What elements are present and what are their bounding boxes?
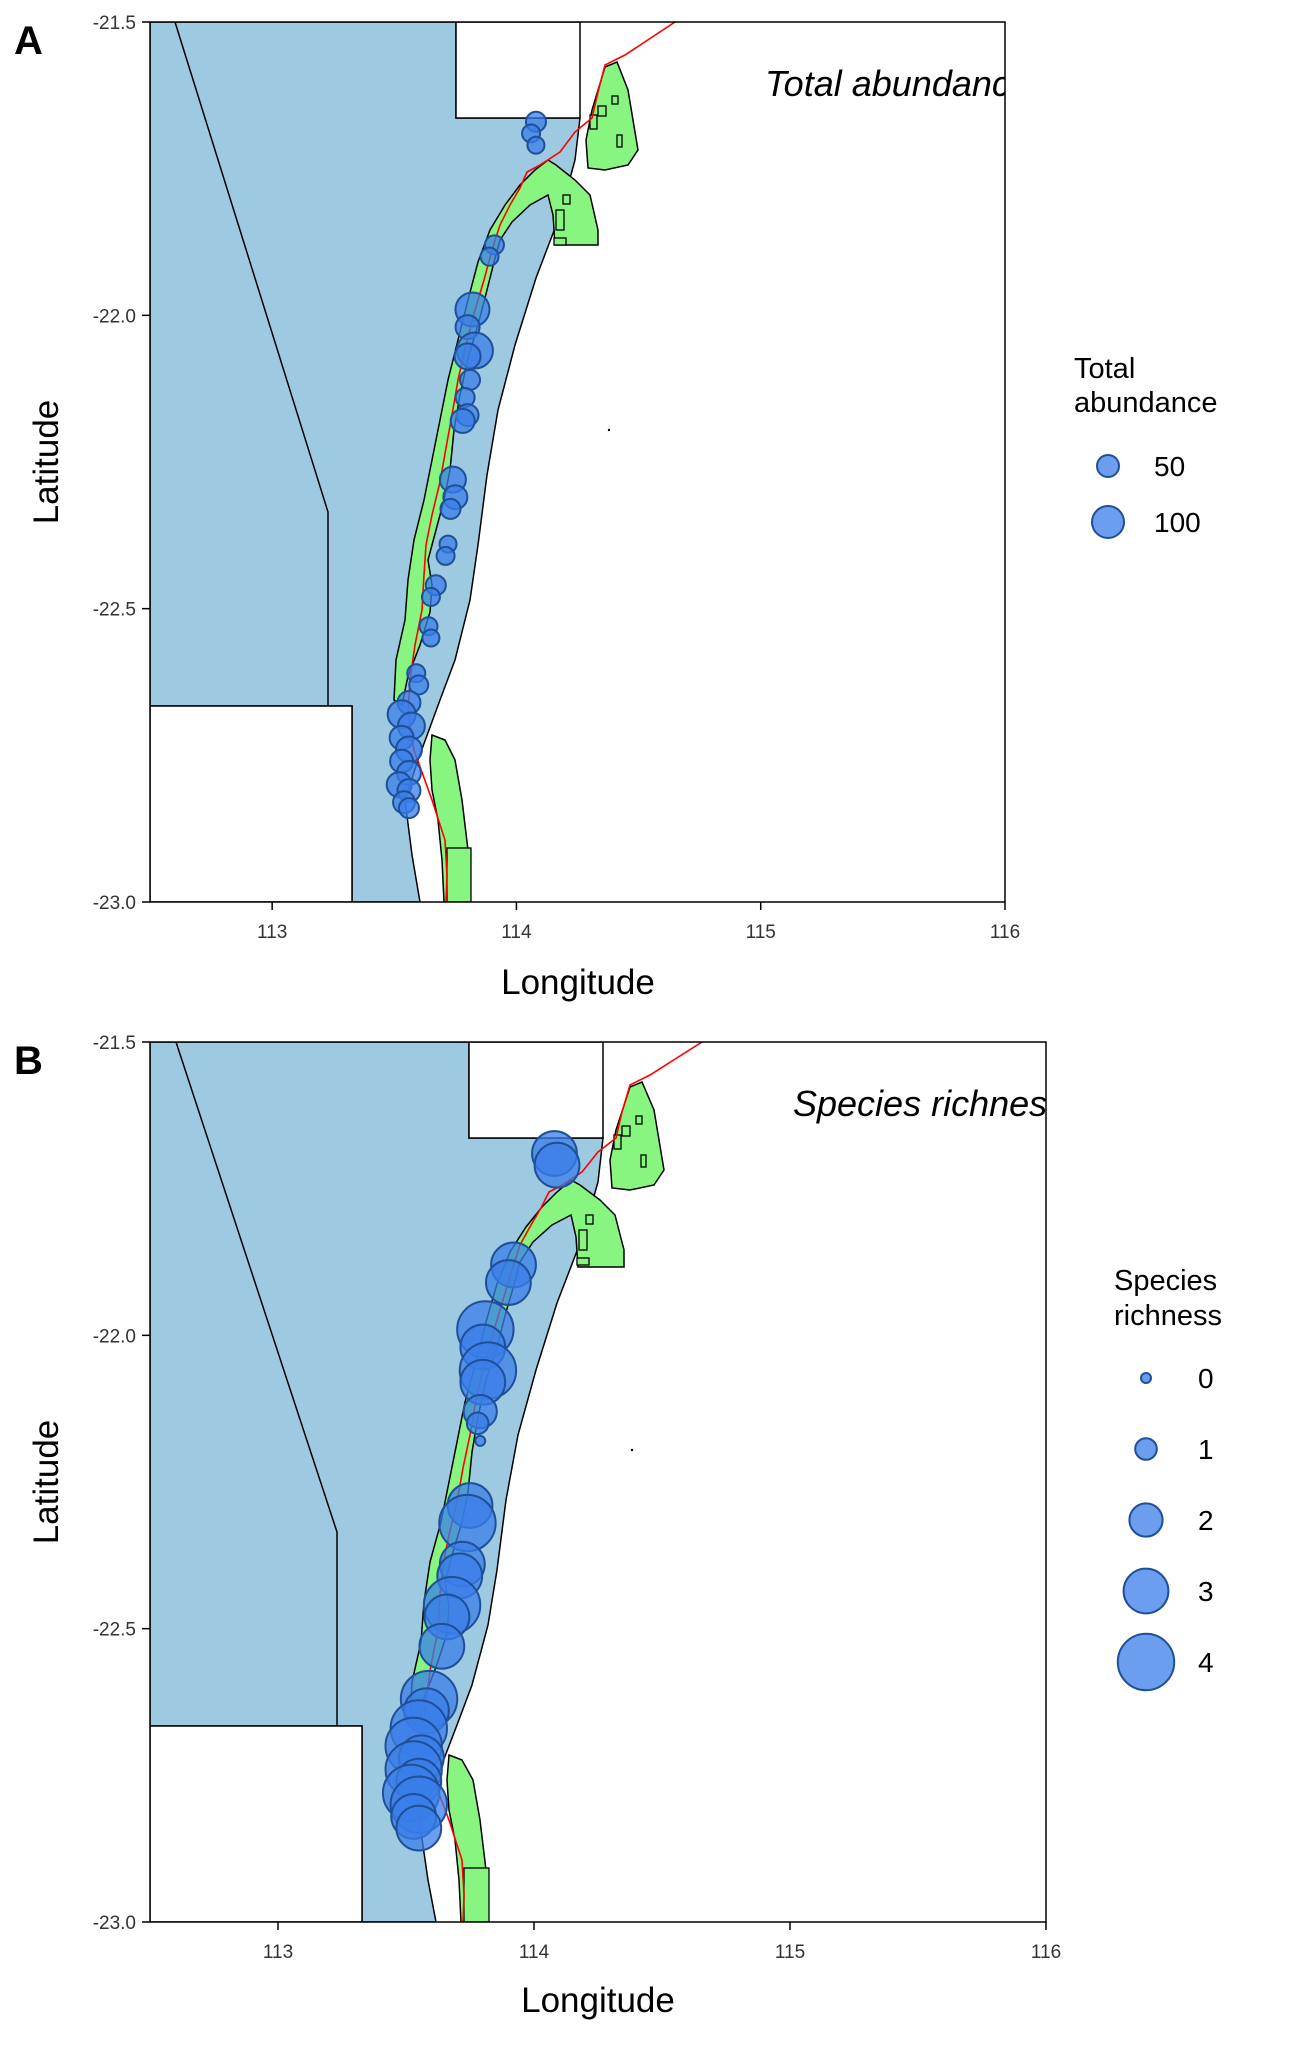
panel-a-point: [449, 407, 476, 434]
panel-a-xtick-label: 114: [501, 922, 532, 943]
panel-b-legend-key: [1128, 1502, 1164, 1538]
panel-a-sanctuary-zones: [446, 95, 623, 902]
panel-b-map: Species richness: [150, 1042, 1065, 1922]
panel-b-xtick-label: 114: [519, 1942, 550, 1963]
panel-a-point: [439, 497, 462, 520]
panel-a-annotation: Total abundance: [765, 63, 1030, 104]
panel-b-legend-label: 3: [1198, 1576, 1214, 1607]
panel-a-ytick-label: -22.0: [93, 306, 136, 327]
panel-b-legend-key: [1122, 1567, 1170, 1615]
panel-b-legend-title-2: richness: [1114, 1300, 1222, 1332]
panel-a-point: [421, 628, 441, 648]
panel-a-map: Total abundance: [150, 22, 1030, 902]
panel-b-ytick-label: -23.0: [93, 1913, 136, 1934]
panel-a-ytick-label: -23.0: [93, 893, 136, 914]
panel-a-zone-boundary: [174, 22, 329, 706]
panel-a-point: [526, 135, 546, 155]
panel-a-boundary-block: [455, 22, 581, 119]
panel-b-axes: 113 114 115 116 -21.5 -22.0 -22.5 -23.0: [93, 1033, 1061, 1963]
panel-a-legend: Total abundance 50 100: [1074, 353, 1218, 539]
panel-a-xtick-label: 116: [990, 922, 1020, 943]
panel-b-legend-key: [1140, 1372, 1152, 1384]
panel-b-legend-title-1: Species: [1114, 1265, 1217, 1297]
panel-b-annotation: Species richness: [793, 1083, 1065, 1124]
panel-b-legend: Species richness 0 1 2 3 4: [1114, 1265, 1222, 1692]
panel-b-point: [474, 1434, 487, 1447]
panel-a-point: [435, 545, 456, 566]
panel-b-ytick-label: -22.0: [93, 1326, 136, 1347]
panel-b-frame: [149, 1041, 1047, 1923]
panel-b-legend-label: 0: [1198, 1363, 1214, 1394]
panel-b: Species richness 113 114 115 116 -21.5 -22.0 -…: [14, 1033, 1222, 2020]
panel-b-zone-boundary: [175, 1042, 338, 1726]
panel-b-points: [381, 1130, 581, 1852]
panel-b-ytick-label: -22.5: [93, 1620, 136, 1641]
panel-b-boundary-block: [468, 1042, 604, 1139]
panel-a-point: [408, 674, 430, 696]
panel-b-point: [485, 1259, 532, 1306]
panel-a-xlabel: Longitude: [501, 963, 655, 1002]
panel-b-xtick-label: 116: [1031, 1942, 1061, 1963]
panel-b-ytick-label: -21.5: [93, 1033, 136, 1054]
panel-a-ylabel: Latitude: [27, 400, 66, 525]
panel-a-legend-title-1: Total: [1074, 353, 1135, 385]
panel-a: Total abundance 113 114 115 116 -21.5 -22.0 -2…: [14, 13, 1218, 1002]
panel-a-axes: 113 114 115 116 -21.5 -22.0 -22.5 -23.0: [93, 13, 1020, 943]
panel-b-ylabel: Latitude: [27, 1420, 66, 1545]
panel-a-legend-title-2: abundance: [1074, 387, 1218, 419]
panel-b-legend-label: 2: [1198, 1505, 1214, 1536]
panel-a-legend-key: [1096, 454, 1120, 478]
panel-b-legend-label: 4: [1198, 1647, 1214, 1678]
panel-b-letter: B: [14, 1039, 43, 1083]
panel-b-boundary-block-sw: [150, 1725, 363, 1922]
panel-a-point: [397, 797, 420, 820]
panel-a-points: [385, 110, 547, 820]
panel-a-point: [420, 586, 441, 607]
panel-b-xtick-label: 115: [775, 1942, 805, 1963]
panel-a-xtick-label: 113: [257, 922, 287, 943]
panel-a-ytick-label: -22.5: [93, 600, 136, 621]
panel-b-sanctuary-zones: [463, 1115, 647, 1922]
panel-b-legend-key: [1116, 1632, 1176, 1692]
panel-a-letter: A: [14, 19, 43, 63]
panel-a-legend-label: 50: [1154, 451, 1185, 482]
panel-a-legend-key: [1091, 505, 1125, 539]
panel-a-point: [453, 342, 482, 371]
panel-b-xtick-label: 113: [263, 1942, 293, 1963]
panel-a-point: [479, 246, 500, 267]
panel-a-legend-label: 100: [1154, 507, 1201, 538]
panel-a-ytick-label: -21.5: [93, 13, 136, 34]
panel-a-point: [459, 368, 482, 391]
panel-a-boundary-block-sw: [150, 705, 353, 902]
panel-b-legend-label: 1: [1198, 1434, 1214, 1465]
panel-b-point: [465, 1411, 490, 1436]
panel-b-legend-key: [1134, 1437, 1158, 1461]
panel-b-point: [533, 1141, 581, 1189]
panel-b-point: [418, 1622, 466, 1670]
panel-b-xlabel: Longitude: [521, 1981, 675, 2020]
panel-b-point: [395, 1804, 443, 1852]
panel-a-xtick-label: 115: [746, 922, 776, 943]
panel-a-frame: [149, 21, 1006, 903]
